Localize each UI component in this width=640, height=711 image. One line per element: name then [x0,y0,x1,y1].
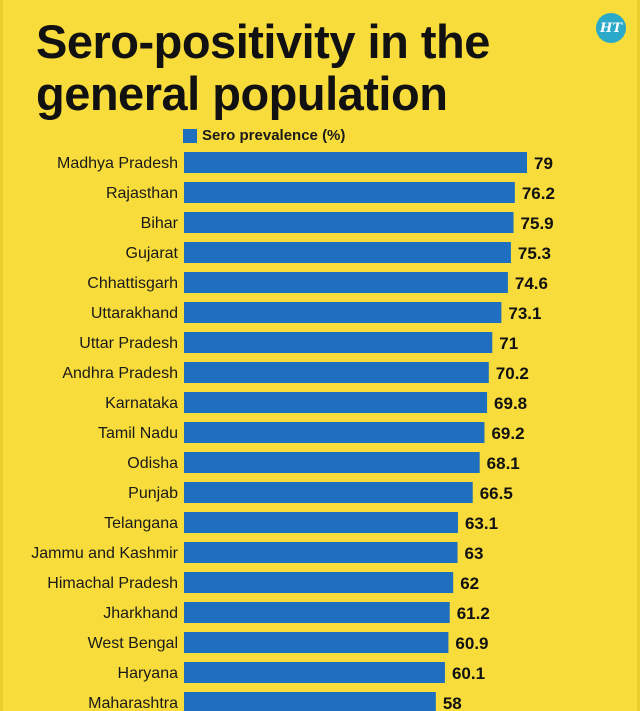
value-label: 75.9 [521,214,554,233]
right-edge-strip [637,0,640,711]
value-label: 76.2 [522,184,555,203]
title-line-2: general population [36,67,448,120]
value-label: 60.9 [455,634,488,653]
bar [184,302,502,323]
category-label: Tamil Nadu [98,425,178,442]
bar [184,362,489,383]
title-line-1: Sero-positivity in the [36,15,490,68]
bar [184,692,436,711]
value-label: 66.5 [480,484,513,503]
category-label: Maharashtra [88,695,178,711]
bar [184,332,493,353]
bar [184,182,515,203]
bar [184,512,458,533]
value-label: 60.1 [452,664,485,683]
left-edge-strip [0,0,3,711]
ht-logo: HT [596,13,626,43]
category-label: West Bengal [88,635,178,652]
bar [184,272,508,293]
bar [184,452,480,473]
value-label: 62 [460,574,479,593]
bar [184,392,488,413]
value-label: 75.3 [518,244,551,263]
category-label: Andhra Pradesh [62,365,178,382]
value-label: 68.1 [487,454,520,473]
bar [184,242,511,263]
value-label: 71 [499,334,518,353]
legend-swatch [183,128,197,143]
category-label: Karnataka [105,395,178,412]
category-label: Jharkhand [103,605,178,622]
category-label: Haryana [118,665,179,682]
category-label: Uttar Pradesh [79,335,178,352]
category-label: Punjab [128,485,178,502]
bar [184,602,450,623]
category-label: Chhattisgarh [87,275,178,292]
value-label: 69.2 [491,424,524,443]
category-label: Gujarat [126,245,179,262]
value-label: 73.1 [508,304,541,323]
legend-label: Sero prevalence (%) [202,127,346,144]
value-label: 63.1 [465,514,498,533]
bar [184,632,449,653]
value-label: 79 [534,154,553,173]
bar [184,482,473,503]
category-label: Bihar [141,215,179,232]
bar [184,422,485,443]
category-label: Himachal Pradesh [47,575,178,592]
category-label: Odisha [127,455,178,472]
bar [184,662,445,683]
bar [184,212,514,233]
category-label: Jammu and Kashmir [31,545,178,562]
value-label: 70.2 [496,364,529,383]
category-label: Uttarakhand [91,305,178,322]
bar [184,572,454,593]
legend: Sero prevalence (%) [183,127,345,144]
bar [184,542,458,563]
value-label: 61.2 [457,604,490,623]
value-label: 74.6 [515,274,548,293]
category-label: Rajasthan [106,185,178,202]
category-label: Madhya Pradesh [57,155,178,172]
value-label: 58 [443,694,462,711]
value-label: 69.8 [494,394,527,413]
chart-title: Sero-positivity in the general populatio… [36,16,596,120]
category-label: Telangana [104,515,178,532]
value-label: 63 [465,544,484,563]
bar [184,152,527,173]
